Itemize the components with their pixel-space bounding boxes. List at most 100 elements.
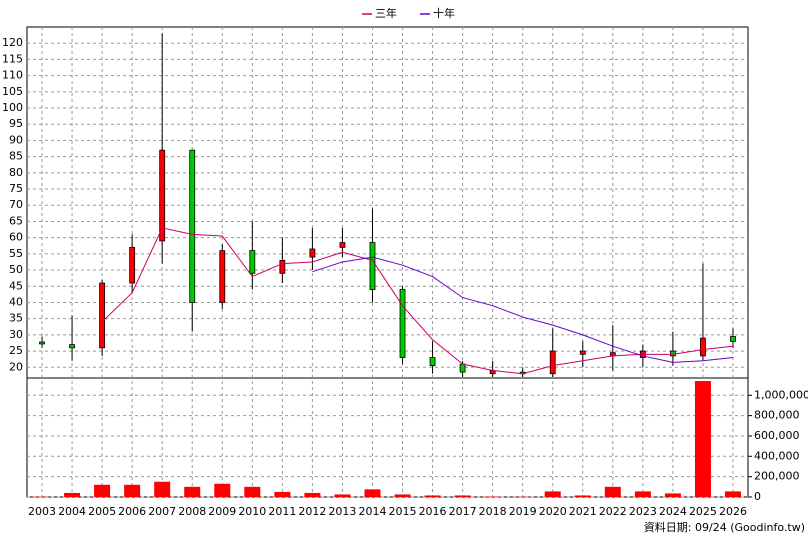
candle-body — [129, 246, 136, 284]
volume-bar — [304, 492, 321, 497]
volume-bar — [394, 494, 411, 497]
candle-body — [730, 336, 736, 342]
volume-bar — [364, 489, 381, 497]
volume-bar — [664, 493, 681, 497]
x-tick-label: 2015 — [389, 505, 417, 518]
candle-body — [39, 341, 45, 345]
volume-bar — [454, 495, 471, 497]
x-tick-label: 2020 — [539, 505, 567, 518]
volume-bar — [274, 491, 291, 497]
y-tick-label: 120 — [2, 36, 23, 49]
y2-tick-label: 0 — [754, 490, 761, 503]
candle-body — [99, 282, 106, 349]
x-tick-label: 2016 — [419, 505, 447, 518]
y-tick-label: 100 — [2, 101, 23, 114]
x-tick-label: 2010 — [238, 505, 266, 518]
x-tick-label: 2004 — [58, 505, 86, 518]
x-tick-label: 2021 — [569, 505, 597, 518]
y-tick-label: 75 — [9, 182, 23, 195]
x-tick-label: 2012 — [298, 505, 326, 518]
volume-bar — [184, 486, 201, 497]
volume-bar — [64, 492, 81, 497]
candle-body — [189, 149, 196, 303]
volume-bar — [574, 495, 591, 497]
x-tick-label: 2007 — [148, 505, 176, 518]
y-tick-label: 30 — [9, 328, 23, 341]
volume-bar — [724, 491, 741, 497]
y2-tick-label: 1,000,000 — [754, 388, 808, 401]
y-tick-label: 60 — [9, 231, 23, 244]
line-series — [312, 256, 734, 363]
x-tick-label: 2017 — [449, 505, 477, 518]
legend-label: 三年 — [375, 6, 397, 20]
candle-body — [279, 259, 286, 274]
x-tick-label: 2003 — [28, 505, 56, 518]
candle-body — [459, 363, 466, 373]
x-tick-label: 2013 — [328, 505, 356, 518]
line-series — [101, 227, 734, 375]
volume-bar — [544, 491, 561, 497]
candle-body — [249, 250, 256, 274]
x-tick-label: 2026 — [719, 505, 747, 518]
source-note: 資料日期: 09/24 (Goodinfo.tw) — [644, 520, 805, 534]
candle-body — [369, 242, 376, 290]
y-tick-label: 90 — [9, 133, 23, 146]
x-tick-label: 2019 — [509, 505, 537, 518]
y-tick-label: 85 — [9, 150, 23, 163]
candle-body — [399, 289, 406, 358]
candle-body — [669, 350, 676, 357]
x-tick-label: 2022 — [599, 505, 627, 518]
volume-bar — [244, 486, 261, 497]
y2-tick-label: 600,000 — [754, 429, 800, 442]
y-tick-label: 20 — [9, 360, 23, 373]
plot-frame — [26, 26, 749, 498]
candle-body — [579, 350, 586, 355]
candle-body — [159, 149, 166, 242]
candle-body — [549, 350, 556, 375]
y-tick-label: 80 — [9, 166, 23, 179]
y-tick-label: 50 — [9, 263, 23, 276]
volume-bar — [634, 491, 651, 497]
y-tick-label: 45 — [9, 279, 23, 292]
y2-tick-label: 200,000 — [754, 470, 800, 483]
volume-bar — [484, 496, 501, 497]
volume-bar — [154, 481, 171, 497]
y-tick-label: 115 — [2, 52, 23, 65]
y2-tick-label: 800,000 — [754, 409, 800, 422]
x-tick-label: 2009 — [208, 505, 236, 518]
y2-tick-label: 400,000 — [754, 449, 800, 462]
y-tick-label: 105 — [2, 85, 23, 98]
volume-bar — [694, 381, 711, 497]
x-tick-label: 2023 — [629, 505, 657, 518]
x-tick-label: 2018 — [479, 505, 507, 518]
y-tick-label: 25 — [9, 344, 23, 357]
volume-bar — [424, 495, 441, 497]
volume-bar — [334, 494, 351, 497]
x-tick-label: 2014 — [358, 505, 386, 518]
y-tick-label: 55 — [9, 247, 23, 260]
volume-bar — [124, 484, 141, 497]
volume-bar — [604, 486, 621, 497]
y-tick-label: 40 — [9, 295, 23, 308]
candle-body — [700, 337, 706, 357]
y-tick-label: 65 — [9, 214, 23, 227]
x-tick-label: 2008 — [178, 505, 206, 518]
volume-bar — [94, 484, 111, 497]
x-tick-label: 2024 — [659, 505, 687, 518]
candle-body — [309, 248, 316, 258]
legend-label: 十年 — [433, 6, 455, 20]
y-tick-label: 95 — [9, 117, 23, 130]
y-tick-label: 35 — [9, 312, 23, 325]
volume-bar — [214, 483, 231, 497]
x-tick-label: 2011 — [268, 505, 296, 518]
candle-body — [339, 242, 346, 248]
x-tick-label: 2005 — [88, 505, 116, 518]
candle-body — [429, 357, 436, 367]
x-tick-label: 2006 — [118, 505, 146, 518]
x-tick-label: 2025 — [689, 505, 717, 518]
y-tick-label: 110 — [2, 69, 23, 82]
candle-body — [219, 250, 226, 303]
candle-body — [69, 344, 75, 349]
y-tick-label: 70 — [9, 198, 23, 211]
